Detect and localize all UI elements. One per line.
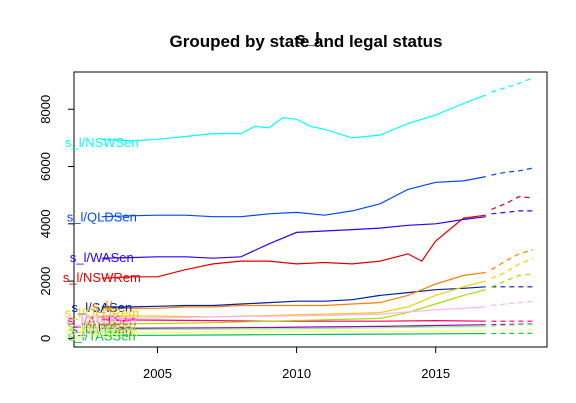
y-tick-label: 2000 [38,267,53,296]
series-label: s_l/NTSen [71,321,132,336]
series-label: s_l/VICRem [67,311,136,326]
series-line [101,176,486,218]
series-label-layer: s_l/NSWSen s_l/QLDSen s_l/WASen s_l/NSWRems… [63,135,141,343]
x-tick-label: 2015 [421,366,450,381]
series-line [101,94,487,142]
series-forecast-line [491,257,534,279]
series-label: s_l/NSWSen [65,135,139,150]
series-forecast-line [491,195,534,211]
series-forecast-line [491,300,534,307]
chart-title-overlay: s_l [296,29,320,48]
series-label: s_l/NSWRem [63,270,141,285]
series-line [101,319,486,322]
y-tick-label: 8000 [38,95,53,124]
x-tick-label: 2005 [143,366,172,381]
series-label: s_l/ACTSen [67,313,136,328]
series-forecast-line [491,324,534,327]
x-axis: 2005 2010 2015 [143,347,450,381]
series-label: s_l/ [92,298,113,313]
series-line [101,280,486,318]
series-forecast-line [491,273,534,288]
chart-title: Grouped by state and legal status [169,32,442,51]
series-forecast-line [491,249,534,271]
series-forecast-line [491,329,534,331]
series-label: s_l/SARem [69,323,134,338]
y-tick-label: 6000 [38,152,53,181]
series-label: s_l/QLDRem [65,306,139,321]
series-forecast-line [491,210,534,215]
y-tick-label: 4000 [38,209,53,238]
series-label: s_l/TASRem [66,326,138,341]
series-line [101,324,486,329]
series-line [101,216,486,259]
series-line [101,286,486,308]
series-forecast-line [491,323,534,326]
series-forecast-line [491,167,534,176]
series-label: s_l/QLDSen [67,210,137,225]
series-line [101,271,486,309]
series-line [101,330,486,334]
series-label: s_l/WASen [70,250,134,265]
y-axis: 0 2000 4000 6000 8000 [38,95,74,342]
series-line [101,306,486,319]
series-line [101,214,486,279]
series-label: s_l/SASen [71,300,132,315]
series-label: s_l/WARem [68,319,136,334]
series-layer [101,77,534,337]
series-forecast-line [491,77,534,93]
series-label: s_l/TASSen [68,329,136,344]
plot-frame [73,71,548,348]
series-line [101,332,486,337]
series-line [101,325,486,331]
x-tick-label: 2010 [282,366,311,381]
y-tick-label: 0 [38,335,53,342]
series-line [101,289,486,325]
